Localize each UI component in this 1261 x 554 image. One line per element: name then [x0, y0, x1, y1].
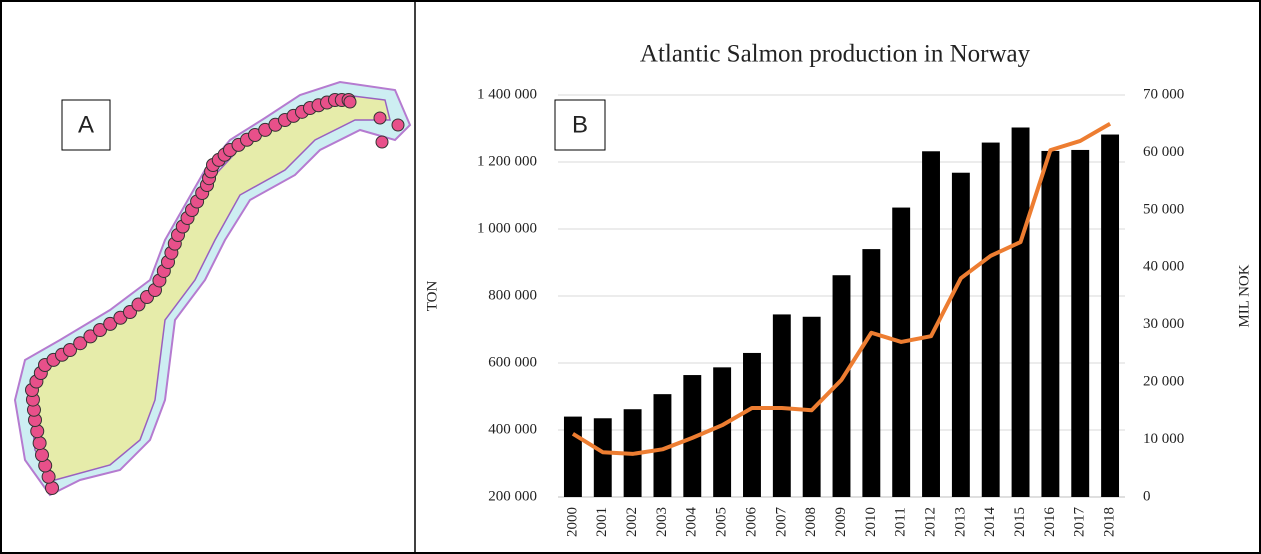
bar — [951, 172, 970, 497]
line-series — [571, 121, 1112, 456]
y-tick-label: 200 000 — [488, 488, 537, 504]
x-tick-label: 2000 — [564, 507, 580, 537]
x-tick-label: 2002 — [624, 507, 640, 537]
bar — [892, 207, 911, 497]
panel-label: B — [572, 111, 588, 138]
bar — [563, 416, 582, 497]
site-dot — [32, 436, 47, 451]
map — [13, 80, 412, 497]
bar — [653, 394, 672, 497]
bar — [1071, 149, 1090, 497]
y2-tick-label: 0 — [1143, 488, 1151, 504]
bar — [593, 418, 612, 497]
x-tick-label: 2017 — [1072, 507, 1088, 538]
x-tick-label: 2007 — [773, 507, 789, 538]
site-dot — [343, 95, 357, 109]
x-tick-label: 2012 — [922, 507, 938, 537]
x-tick-label: 2008 — [803, 507, 819, 537]
x-tick-label: 2001 — [594, 507, 610, 537]
site-dot — [373, 111, 387, 125]
site-dot — [93, 323, 107, 337]
bar — [832, 275, 851, 497]
y2-tick-label: 30 000 — [1143, 316, 1184, 332]
bar — [1011, 127, 1030, 498]
bar — [713, 367, 732, 497]
x-tick-label: 2015 — [1012, 507, 1028, 537]
bar — [772, 314, 791, 497]
panel-box — [61, 99, 111, 151]
y2-tick-label: 10 000 — [1143, 431, 1184, 447]
x-tick-label: 2005 — [714, 507, 730, 537]
x-tick-label: 2004 — [684, 507, 700, 538]
bar — [743, 352, 761, 497]
land — [29, 94, 391, 481]
x-tick-label: 2014 — [982, 507, 998, 538]
x-tick-label: 2006 — [743, 507, 759, 538]
site-dot — [83, 329, 98, 344]
y-tick-label: 1 400 000 — [477, 86, 537, 102]
x-tick-label: 2003 — [654, 507, 670, 537]
chart-title: Atlantic Salmon production in Norway — [640, 41, 1031, 68]
bar — [1101, 134, 1120, 497]
panel-box — [554, 99, 606, 151]
x-tick-label: 2016 — [1042, 507, 1058, 538]
bar — [981, 142, 1000, 497]
y2-tick-label: 50 000 — [1143, 201, 1184, 217]
site-dots — [25, 93, 405, 495]
y-tick-label: 800 000 — [488, 287, 537, 303]
y-tick-label: 1 200 000 — [477, 153, 537, 169]
x-tick-label: 2013 — [952, 507, 968, 537]
y-tick-label: 400 000 — [488, 421, 537, 437]
site-dot — [391, 118, 405, 132]
x-tick-label: 2018 — [1102, 507, 1118, 537]
y2-tick-label: 40 000 — [1143, 259, 1184, 275]
y2-axis-label: MIL NOK — [1236, 264, 1252, 327]
y2-tick-label: 60 000 — [1143, 144, 1184, 160]
bar — [862, 249, 881, 497]
bar — [922, 151, 940, 497]
site-dot — [63, 343, 77, 357]
y-tick-label: 1 000 000 — [477, 220, 537, 236]
site-dot — [30, 424, 45, 439]
bar — [1041, 150, 1060, 497]
site-dot — [35, 448, 49, 462]
x-tick-label: 2011 — [893, 507, 909, 536]
site-dot — [103, 316, 118, 331]
y2-tick-label: 70 000 — [1143, 86, 1184, 102]
y-axis-label: TON — [424, 281, 440, 312]
y-tick-label: 600 000 — [488, 354, 537, 370]
x-tick-label: 2010 — [863, 507, 879, 537]
x-tick-label: 2009 — [833, 507, 849, 537]
panel-label: A — [78, 111, 94, 138]
y2-tick-label: 20 000 — [1143, 374, 1184, 390]
bar — [802, 316, 821, 497]
site-dot — [375, 135, 389, 149]
site-dot — [73, 336, 88, 351]
